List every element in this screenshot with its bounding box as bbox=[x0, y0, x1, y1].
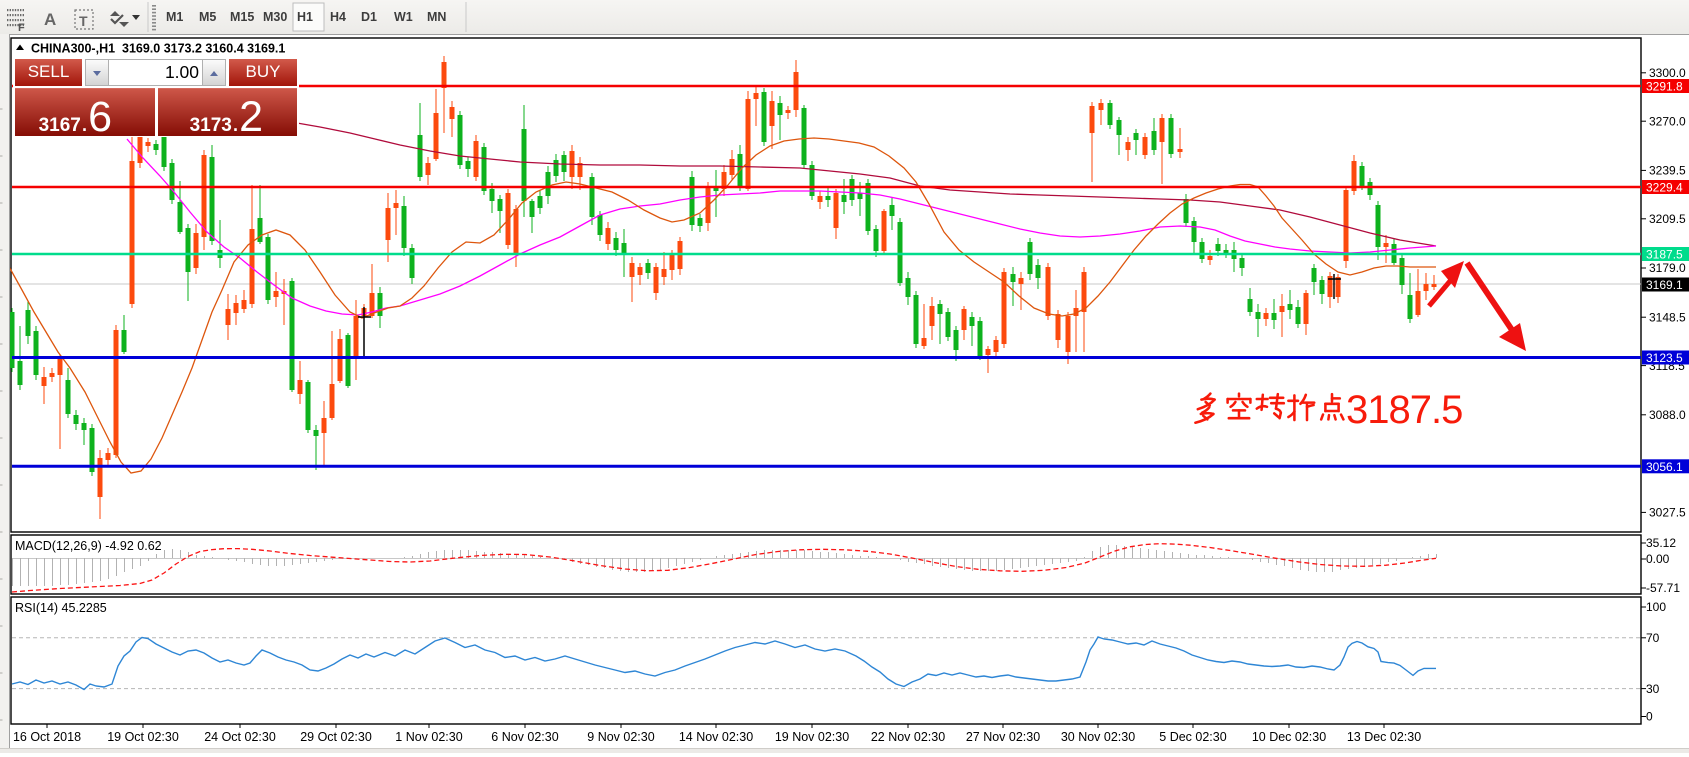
svg-text:27 Nov 02:30: 27 Nov 02:30 bbox=[966, 730, 1040, 744]
svg-text:30: 30 bbox=[1646, 682, 1660, 696]
svg-text:16 Oct 2018: 16 Oct 2018 bbox=[13, 730, 81, 744]
svg-text:30 Nov 02:30: 30 Nov 02:30 bbox=[1061, 730, 1135, 744]
svg-text:MACD(12,26,9) -4.92 0.62: MACD(12,26,9) -4.92 0.62 bbox=[15, 539, 162, 553]
svg-text:3056.1: 3056.1 bbox=[1646, 460, 1683, 474]
svg-text:-57.71: -57.71 bbox=[1646, 581, 1680, 595]
svg-text:3270.0: 3270.0 bbox=[1649, 114, 1686, 128]
svg-text:3209.5: 3209.5 bbox=[1649, 212, 1686, 226]
svg-text:3148.5: 3148.5 bbox=[1649, 310, 1686, 324]
svg-text:19 Nov 02:30: 19 Nov 02:30 bbox=[775, 730, 849, 744]
svg-text:35.12: 35.12 bbox=[1646, 536, 1676, 550]
svg-text:T: T bbox=[79, 13, 88, 29]
svg-text:9 Nov 02:30: 9 Nov 02:30 bbox=[587, 730, 654, 744]
svg-text:70: 70 bbox=[1646, 631, 1660, 645]
svg-text:13 Dec 02:30: 13 Dec 02:30 bbox=[1347, 730, 1421, 744]
svg-text:3187.5: 3187.5 bbox=[1646, 248, 1683, 262]
svg-text:6 Nov 02:30: 6 Nov 02:30 bbox=[491, 730, 558, 744]
svg-text:F: F bbox=[18, 22, 25, 34]
svg-text:A: A bbox=[44, 10, 56, 29]
svg-text:24 Oct 02:30: 24 Oct 02:30 bbox=[204, 730, 276, 744]
svg-text:10 Dec 02:30: 10 Dec 02:30 bbox=[1252, 730, 1326, 744]
svg-text:5 Dec 02:30: 5 Dec 02:30 bbox=[1159, 730, 1226, 744]
svg-text:100: 100 bbox=[1646, 600, 1666, 614]
svg-text:3229.4: 3229.4 bbox=[1646, 181, 1683, 195]
svg-text:3123.5: 3123.5 bbox=[1646, 351, 1683, 365]
svg-text:3291.8: 3291.8 bbox=[1646, 80, 1683, 94]
svg-text:14 Nov 02:30: 14 Nov 02:30 bbox=[679, 730, 753, 744]
svg-text:3088.0: 3088.0 bbox=[1649, 408, 1686, 422]
svg-text:1 Nov 02:30: 1 Nov 02:30 bbox=[395, 730, 462, 744]
svg-text:3027.5: 3027.5 bbox=[1649, 506, 1686, 520]
svg-text:3187.5: 3187.5 bbox=[1346, 388, 1462, 432]
svg-text:3179.0: 3179.0 bbox=[1649, 261, 1686, 275]
svg-text:0: 0 bbox=[1646, 710, 1653, 724]
svg-text:CHINA300-,H1 3169.0 3173.2 31: CHINA300-,H1 3169.0 3173.2 3160.4 3169.1 bbox=[31, 42, 285, 56]
svg-text:3239.5: 3239.5 bbox=[1649, 164, 1686, 178]
svg-text:22 Nov 02:30: 22 Nov 02:30 bbox=[871, 730, 945, 744]
svg-text:RSI(14) 45.2285: RSI(14) 45.2285 bbox=[15, 601, 107, 615]
svg-text:0.00: 0.00 bbox=[1646, 552, 1670, 566]
svg-text:3300.0: 3300.0 bbox=[1649, 66, 1686, 80]
svg-text:29 Oct 02:30: 29 Oct 02:30 bbox=[300, 730, 372, 744]
svg-text:3169.1: 3169.1 bbox=[1646, 278, 1683, 292]
svg-text:19 Oct 02:30: 19 Oct 02:30 bbox=[107, 730, 179, 744]
